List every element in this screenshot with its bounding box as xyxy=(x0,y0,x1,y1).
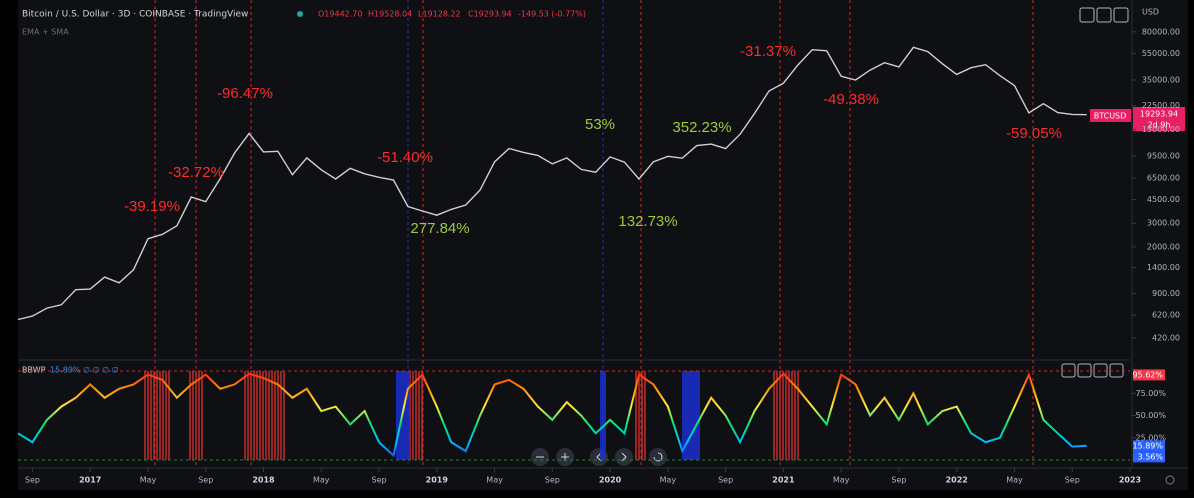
indicator-legend: 15.89% ∅ ∅ ∅ ∅ xyxy=(50,366,119,375)
x-tick-label: Sep xyxy=(545,476,560,485)
ohlc-low: L19128.22 xyxy=(418,10,461,19)
nav-icons xyxy=(536,452,663,462)
x-tick-label: 2022 xyxy=(946,476,968,485)
x-tick-label: May xyxy=(140,476,157,485)
signal-block xyxy=(600,371,606,460)
value-marker-label: 15.89% xyxy=(1132,441,1163,450)
x-tick-label: May xyxy=(313,476,330,485)
annotation: 53% xyxy=(585,116,615,133)
annotation: 132.73% xyxy=(618,213,677,230)
settings[interactable] xyxy=(1165,475,1175,485)
y-tick-label: 15000.00 xyxy=(1142,125,1180,134)
signal-block xyxy=(682,371,700,460)
y-tick-label: 420.00 xyxy=(1152,333,1180,342)
value-marker xyxy=(1133,451,1165,463)
x-tick-label: Sep xyxy=(718,476,733,485)
ohlc-close: C19293.94 xyxy=(468,10,512,19)
price-tag-price: 19293.94 xyxy=(1140,110,1178,119)
ohlc-open: O19442.70 xyxy=(318,10,362,19)
value-marker xyxy=(1133,369,1165,381)
y-tick-label: 2000.00 xyxy=(1147,242,1180,251)
currency[interactable]: USD xyxy=(1142,8,1159,17)
x-tick-label: Sep xyxy=(25,476,40,485)
series-line xyxy=(17,371,1087,458)
button[interactable] xyxy=(1096,7,1112,23)
symbol-tag xyxy=(1090,109,1131,122)
annotation: -39.19% xyxy=(124,198,180,215)
y-tick-label: 25.00% xyxy=(1135,433,1166,442)
annotation: -31.37% xyxy=(740,43,796,60)
ohlc-high: H19528.04 xyxy=(368,10,412,19)
x-tick-label: Sep xyxy=(371,476,386,485)
y-tick-label: 620.00 xyxy=(1152,311,1180,320)
button[interactable] xyxy=(1113,7,1129,23)
x-tick-label: 2019 xyxy=(426,476,449,485)
y-tick-label: 6500.00 xyxy=(1147,174,1180,183)
annotation: -51.40% xyxy=(377,149,433,166)
x-tick-label: May xyxy=(833,476,850,485)
x-tick-label: 2021 xyxy=(772,476,795,485)
price-tag-countdown: 2d 9h xyxy=(1148,121,1171,130)
symbol-title: Bitcoin / U.S. Dollar · 3D · COINBASE · … xyxy=(22,10,248,20)
y-tick-label: 9500.00 xyxy=(1147,152,1180,161)
symbol-tag-text: BTCUSD xyxy=(1094,112,1127,121)
annotation: -32.72% xyxy=(168,164,224,181)
annotation: 277.84% xyxy=(410,220,469,237)
annotation: -59.05% xyxy=(1006,125,1062,142)
x-tick-label: May xyxy=(486,476,503,485)
annotation: 352.23% xyxy=(672,119,731,136)
y-tick-label: 900.00 xyxy=(1152,289,1180,298)
button[interactable] xyxy=(1077,363,1092,378)
value-marker-label: 95.62% xyxy=(1132,370,1163,379)
y-tick-label: 75.00% xyxy=(1135,389,1166,398)
y-tick-label: 3000.00 xyxy=(1147,219,1180,228)
y-tick-label: 4500.00 xyxy=(1147,195,1180,204)
x-tick-label: 2018 xyxy=(252,476,275,485)
y-tick-label: 1400.00 xyxy=(1147,263,1180,272)
x-tick-label: 2020 xyxy=(599,476,622,485)
x-tick-label: May xyxy=(1006,476,1023,485)
price-tag xyxy=(1133,107,1185,131)
y-tick-label: 50.00% xyxy=(1135,411,1166,420)
y-tick-label: 22500.00 xyxy=(1142,101,1180,110)
annotation: -49.38% xyxy=(823,91,879,108)
annotation: -96.47% xyxy=(217,85,273,102)
indicator-name: BBWP xyxy=(22,366,46,375)
indicator-list: EMA + SMA xyxy=(22,28,69,37)
y-tick-label: 35000.00 xyxy=(1142,75,1180,84)
y-tick-label: 55000.00 xyxy=(1142,49,1180,58)
x-tick-label: 2017 xyxy=(79,476,101,485)
ohlc-change: -149.53 (-0.77%) xyxy=(518,10,586,19)
scroll-right[interactable] xyxy=(615,448,633,466)
x-tick-label: 2023 xyxy=(1119,476,1141,485)
value-marker xyxy=(1133,440,1165,452)
x-tick-label: Sep xyxy=(1065,476,1080,485)
status-dot xyxy=(297,11,303,17)
value-marker-label: 3.56% xyxy=(1138,452,1164,461)
y-tick-label: 80000.00 xyxy=(1142,27,1180,36)
x-tick-label: May xyxy=(660,476,677,485)
button[interactable] xyxy=(1079,7,1095,23)
x-tick-label: Sep xyxy=(198,476,213,485)
reset[interactable] xyxy=(649,448,667,466)
x-tick-label: Sep xyxy=(891,476,906,485)
series-line xyxy=(17,46,1087,321)
